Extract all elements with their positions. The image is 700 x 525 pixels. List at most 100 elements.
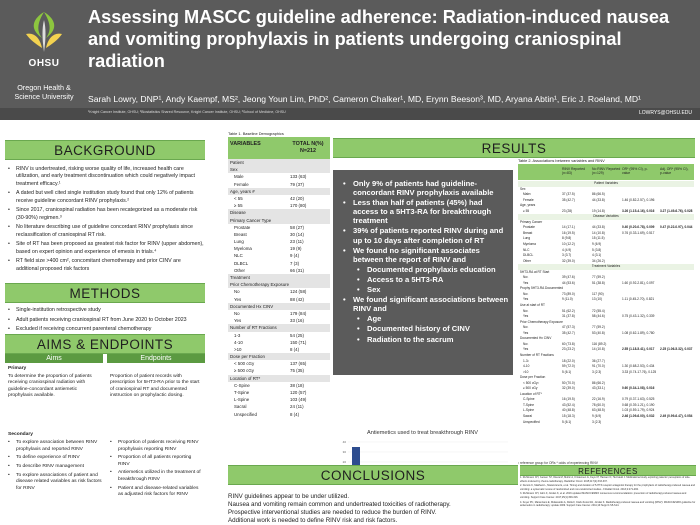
table1-row: 4-10 150 (71) [228,339,330,346]
methods-bullet: Adult patients receiving craniospinal RT… [8,317,204,325]
table2-cell: 86 (66.2) [592,380,605,385]
table2-cell: Number of RT Fractions [520,352,554,357]
secondary-label: Secondary [8,432,34,437]
secondary-endpoints: Proportion of patients receiving RINV pr… [110,440,204,501]
secondary-aims: To explore association between RINV prop… [8,440,104,494]
table2-cell: No¹ [523,308,529,313]
table2-cell: 40 (48.8) [562,408,575,413]
table2-cell: 44 (33.8) [592,225,605,230]
table2-col-header: Adj. OR* (95% CI), p-value [660,167,689,175]
table2-section-band: Treatment Variables [518,264,694,270]
table2-cell: Male¹ [523,192,531,197]
references-body: 1. Ruhlmann CH, Iversen TZ, Okera M, Muh… [520,476,696,509]
reference-item: 2. Dennis K, Makhani L, Maranzano E, et … [520,484,695,491]
table1-cell-label: T-Spine [234,390,250,395]
table2-row: Female 35 (42.7) 44 (33.8) 1.46 (0.82-2.57)… [518,198,694,204]
table1-row: Disease [228,209,330,217]
table2-cell: Breast [523,230,533,235]
table1-cell-label: Age, years # [230,188,255,194]
table2-cell: 9 (11.0) [562,297,573,302]
table2-cell: 0.47 (0.22-0.97), 0.044 [660,225,693,230]
table1-cell-value: 30 (14) [290,231,304,237]
table2-cell: Yes [523,280,529,285]
table2-cell: Female [523,197,534,202]
table2-cell: 3.33 (0.74-17.76), 0.125 [622,369,657,374]
reference-item: 1. Ruhlmann CH, Iversen TZ, Okera M, Muh… [520,476,691,483]
table2-cell: >10 [523,369,529,374]
table2-row: Yes 31 (37.8) 58 (44.6) 0.75 (0.43-1.32), 0… [518,314,694,320]
table2-cell: 2.25 (1.06-5.32), 0.037 [660,347,693,352]
table1-row: >10 8 (4) [228,346,330,353]
reference-item: 4. Feyer PC, Maranzano E, Molassiotis A,… [520,500,696,508]
table2-cell: Yes [523,314,529,319]
table2-cell: < 500 cGy¹ [523,380,539,385]
table1-body: Patient Sex Male 133 (63) Female 79 (37) Age, … [228,159,330,418]
table2-cell: 117 (90) [592,291,604,296]
primary-label: Primary [8,366,27,371]
table2-cell: 36 (27.7) [592,358,605,363]
table2-body: Patient Variables Sex Male¹ 37 (37.5) 86 (66… [518,181,694,425]
table2-row: Prior Chemotherapy Exposure [518,320,694,326]
table2-row: Documented Hx CINV [518,336,694,342]
table1-cell-value: 66 (31) [290,267,304,273]
key-finding-item: Radiation to the sacrum [343,335,509,344]
table2-row: >10 5 (6.1) 3 (2.3) 3.33 (0.74-17.76), 0.12… [518,370,694,376]
table1-cell-value: 88 (42) [290,296,304,302]
table2-cell: Myeloma [523,242,536,247]
table2-row: Prophy 5HT3-RA Documented [518,286,694,292]
contact-email[interactable]: LOWRYS@OHSU.EDU [638,110,692,116]
table2-cell: 9 (6.9) [592,413,602,418]
methods-bullet: Single-institution retrospective study [8,307,204,315]
table1-cell-label: Prior Chemotherapy Exposure [230,282,290,288]
chart-y-tick-label: 30 [343,450,347,454]
table1-cell-label: L-Spine [234,397,250,403]
table1-cell-value: 8 (4) [290,346,300,352]
table2-row: No¹ 73 (89.0) 117 (90) [518,292,694,298]
background-body: RINV is undertreated, risking worse qual… [8,166,204,275]
table2-row: L-Spine 40 (48.8) 63 (48.5) 1.03 (0.59-1.79… [518,408,694,414]
table1-cell-value: 19 (9) [290,246,302,252]
table2-cell: 8 (9.8) [562,236,572,241]
key-finding-item: Documented history of CINV [343,324,509,333]
background-title: BACKGROUND [5,140,205,160]
table1-cell-value: 8 (4) [290,411,300,417]
table2-cell: 37 (37.5) [562,192,575,197]
table2-row: No¹ 51 (62.2) 72 (55.4) [518,309,694,315]
table2-cell: 58 (44.6) [592,314,605,319]
table1-cell-label: No [234,310,240,316]
table2-row: Other 32 (39.0) 34 (26.2) [518,259,694,265]
table2-cell: 1.11 (0.45-2.70), 0.821 [622,297,655,302]
table1-cell-value: 38 (18) [290,382,304,388]
table2-cell: 0.76 (0.33-1.69), 0.517 [622,230,655,235]
table1-row: Patient [228,159,330,167]
key-finding-item: Documented prophylaxis education [343,265,509,274]
table1-cell-label: Primary Cancer Type [230,217,272,223]
table1-cell-label: < 55 [234,195,243,201]
table1-cell-label: Other [234,267,245,273]
affiliation-bar [0,108,700,120]
table1-row: Female 79 (37) [228,181,330,188]
table1-row: Breast 30 (14) [228,231,330,238]
background-bullet: RT field size >400 cm², concomitant chem… [8,258,204,273]
table1-cell-value: 120 (57) [290,390,307,395]
table1-row: DLBCL 7 (3) [228,260,330,267]
ohsu-leaf-icon [26,12,62,52]
table2-caption: Table 2. Associations between variables … [518,158,605,163]
table2-cell: 44 (53.6) [562,280,575,285]
table2-cell: 14 (10.8) [592,230,605,235]
table2-row: < 500 cGy¹ 50 (70.0) 86 (66.2) [518,381,694,387]
table1-cell-label: ≥ 55 [234,203,243,209]
table1-row: < 55 42 (20) [228,195,330,202]
table2-row: ≥ 500 cGy 32 (39.0) 43 (33.1) 0.60 (0.34-1.… [518,386,694,392]
table1-cell-label: Yes [234,296,242,302]
table2-cell: 10 (12.2) [562,242,575,247]
table2-cell: No¹ [523,341,529,346]
primary-endpoint: Proportion of patient records with presc… [110,374,200,399]
table1-cell-label: Prostate [234,224,251,230]
table1-cell-label: C-Spine [234,382,250,388]
table2-row: No¹ 47 (57.3) 77 (59.2) [518,325,694,331]
table1-row: Unspecified 8 (4) [228,411,330,418]
table1-row: 1-3 54 (25) [228,332,330,339]
table2-cell: 1-3¹ [523,358,529,363]
table2-cell: 1.03 (0.59-1.79), 0.924 [622,408,655,413]
